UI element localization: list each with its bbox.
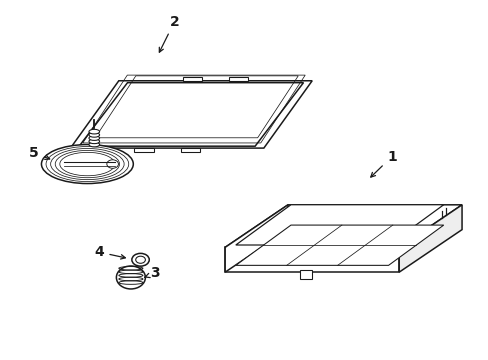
Ellipse shape [116,266,145,289]
Polygon shape [70,81,311,148]
Polygon shape [224,205,287,272]
Bar [299,270,311,279]
Ellipse shape [89,132,100,137]
Circle shape [132,253,149,266]
Text: 4: 4 [95,245,125,259]
Polygon shape [180,148,200,152]
Text: 3: 3 [144,266,160,280]
Polygon shape [228,77,248,81]
Polygon shape [79,83,303,146]
Polygon shape [134,148,153,152]
Ellipse shape [89,142,100,147]
Polygon shape [224,247,398,272]
Ellipse shape [41,145,133,184]
Polygon shape [224,205,461,247]
Polygon shape [398,205,461,272]
Ellipse shape [89,139,100,144]
Text: 2: 2 [159,15,179,52]
Ellipse shape [89,129,100,134]
Circle shape [106,160,118,168]
Ellipse shape [89,136,100,140]
Text: 5: 5 [29,146,50,160]
Polygon shape [235,205,443,245]
Text: 1: 1 [370,149,396,177]
Polygon shape [182,77,202,81]
Polygon shape [235,225,443,265]
